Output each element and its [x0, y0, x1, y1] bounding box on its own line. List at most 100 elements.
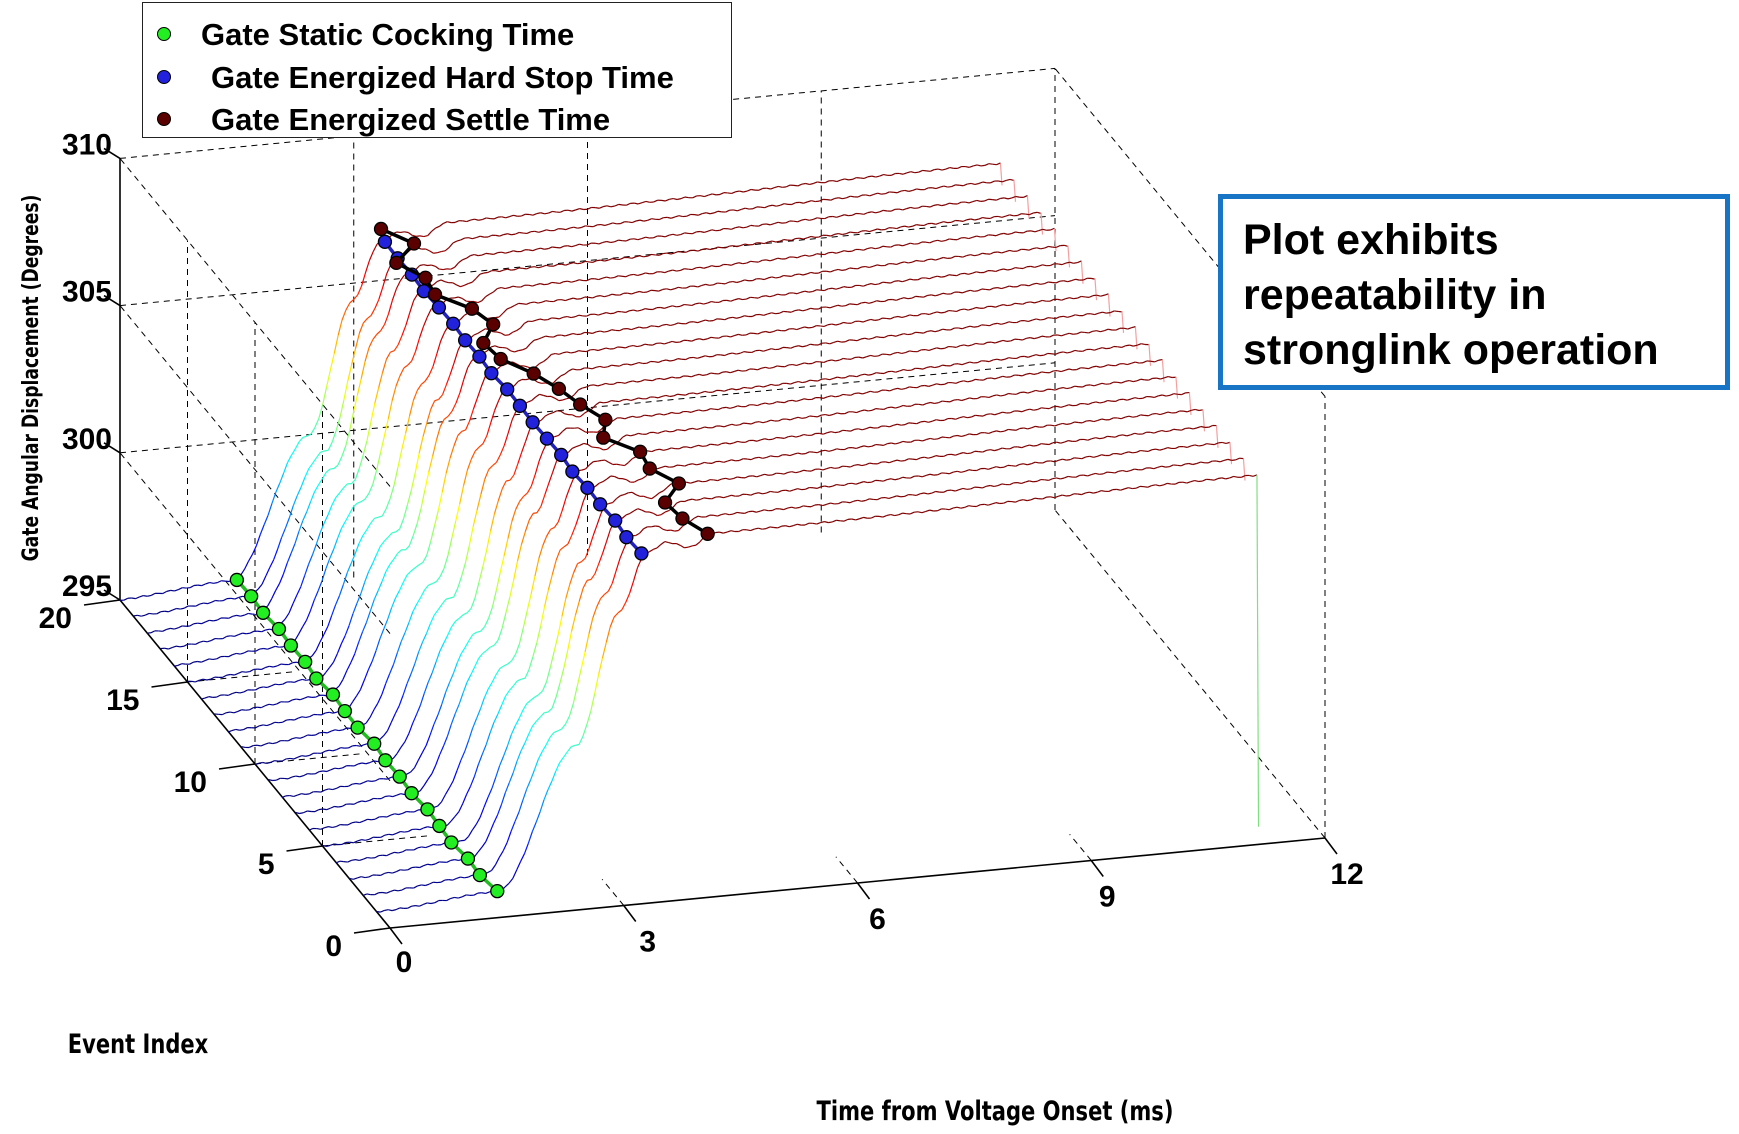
- trace-segment: [464, 283, 469, 286]
- trace-segment: [882, 514, 888, 518]
- trace-segment: [856, 374, 861, 378]
- trace-segment: [865, 194, 870, 197]
- y-tick-mark: [83, 599, 121, 606]
- trace-segment: [816, 521, 821, 525]
- trace-segment: [431, 264, 436, 267]
- trace-segment: [751, 385, 756, 389]
- trace-segment: [450, 859, 455, 861]
- trace-segment: [381, 683, 387, 695]
- trace-segment: [600, 259, 605, 262]
- trace-segment: [326, 844, 331, 848]
- trace-segment: [637, 309, 642, 312]
- trace-segment: [513, 381, 519, 387]
- trace-segment: [971, 378, 976, 382]
- trace-segment: [759, 385, 764, 388]
- trace-segment: [477, 330, 482, 334]
- trace-segment: [988, 431, 993, 434]
- trace-segment: [818, 234, 824, 238]
- trace-segment: [689, 517, 695, 522]
- trace-segment: [853, 499, 858, 502]
- trace-segment: [663, 377, 669, 381]
- trace-segment: [992, 466, 997, 469]
- trace-segment: [299, 736, 305, 739]
- trace-segment: [451, 620, 456, 628]
- trace-segment: [505, 690, 510, 697]
- trace-segment: [853, 339, 858, 342]
- trace-segment: [1183, 410, 1188, 413]
- trace-segment: [629, 273, 634, 276]
- trace-segment: [964, 201, 970, 204]
- trace-segment: [1051, 388, 1056, 391]
- trace-segment: [622, 434, 627, 438]
- trace-segment: [319, 523, 325, 533]
- trace-segment: [603, 366, 608, 369]
- trace-segment: [521, 677, 526, 680]
- trace-segment: [684, 463, 689, 467]
- trace-segment: [777, 293, 782, 296]
- trace-segment: [816, 253, 821, 255]
- trace-segment: [439, 222, 444, 227]
- trace-segment: [1175, 410, 1180, 414]
- trace-segment: [279, 472, 285, 484]
- trace-segment: [315, 732, 320, 736]
- trace-segment: [778, 382, 784, 386]
- trace-segment: [391, 531, 396, 534]
- trace-segment: [478, 443, 484, 448]
- trace-segment: [1115, 363, 1120, 367]
- trace-segment: [458, 296, 463, 300]
- trace-segment: [864, 409, 869, 412]
- trace-segment: [510, 821, 516, 832]
- trace-segment: [538, 230, 543, 233]
- trace-segment: [183, 605, 189, 609]
- trace-segment: [831, 395, 836, 398]
- trace-segment: [1101, 454, 1106, 457]
- trace-segment: [789, 489, 794, 492]
- trace-segment: [1102, 311, 1107, 314]
- trace-segment: [513, 214, 518, 217]
- trace-segment: [423, 826, 428, 829]
- trace-segment: [751, 188, 756, 191]
- trace-segment: [896, 262, 901, 266]
- trace-segment: [751, 421, 756, 425]
- trace-segment: [591, 446, 596, 449]
- trace-segment: [412, 390, 418, 401]
- trace-segment: [679, 375, 684, 379]
- trace-segment: [644, 343, 649, 346]
- trace-segment: [1061, 262, 1067, 266]
- trace-segment: [357, 876, 362, 879]
- trace-segment: [607, 582, 613, 592]
- trace-segment: [574, 314, 580, 318]
- trace-segment: [997, 483, 1003, 487]
- trace-segment: [433, 843, 438, 846]
- trace-segment: [561, 723, 567, 730]
- trace-segment: [890, 478, 896, 481]
- trace-segment: [903, 333, 908, 336]
- trace-segment: [332, 748, 338, 752]
- trace-segment: [849, 500, 855, 504]
- trace-segment: [990, 449, 995, 452]
- trace-segment: [534, 301, 539, 304]
- trace-segment: [327, 504, 333, 516]
- trace-segment: [667, 376, 673, 379]
- trace-segment: [518, 709, 524, 719]
- trace-segment: [1069, 457, 1075, 461]
- trace-segment: [324, 788, 329, 791]
- trace-segment: [772, 436, 777, 440]
- trace-segment: [489, 513, 496, 532]
- trace-segment: [1025, 480, 1030, 483]
- trace-segment: [702, 409, 707, 412]
- trace-segment: [1076, 403, 1081, 406]
- trace-segment: [692, 195, 697, 199]
- trace-segment: [558, 352, 564, 355]
- trace-segment: [676, 269, 681, 272]
- trace-segment: [479, 697, 485, 710]
- trace-segment: [1056, 477, 1061, 480]
- trace-segment: [760, 278, 765, 281]
- trace-segment: [1188, 462, 1193, 466]
- trace-segment: [631, 292, 636, 295]
- series-marker: [500, 382, 515, 397]
- trace-segment: [396, 793, 401, 796]
- trace-segment: [1016, 320, 1021, 324]
- trace-segment: [303, 734, 308, 738]
- trace-segment: [736, 244, 742, 248]
